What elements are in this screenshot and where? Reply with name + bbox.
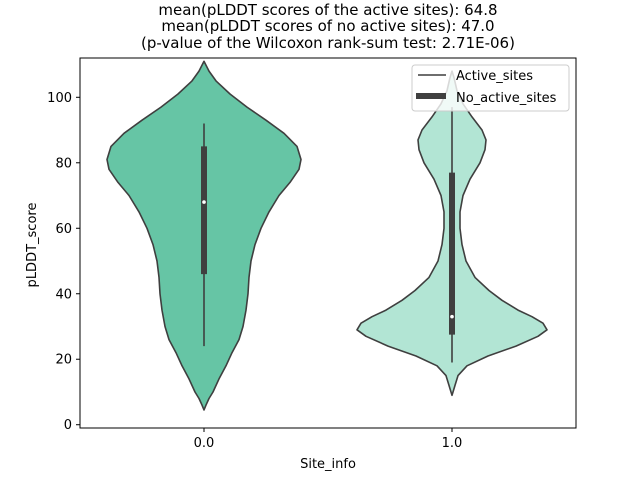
y-axis-label: pLDDT_score: [25, 203, 40, 288]
median-marker-active-sites: [202, 200, 206, 204]
x-axis-label: Site_info: [300, 457, 356, 472]
legend-frame: [411, 64, 570, 112]
axes-layer: 0 20 40 60 80 100 0.0 1.0: [47, 57, 577, 451]
x-tick-label: 0.0: [194, 436, 215, 451]
x-tick-label: 1.0: [442, 436, 463, 451]
median-marker-no-active-sites: [450, 314, 454, 319]
title-line-2: mean(pLDDT scores of no active sites): 4…: [161, 17, 494, 35]
title-line-3: (p-value of the Wilcoxon rank-sum test: …: [141, 34, 515, 52]
legend: Active_sites No_active_sites: [411, 64, 570, 112]
plot-frame: [79, 57, 577, 429]
title-line-1: mean(pLDDT scores of the active sites): …: [158, 1, 497, 19]
y-tick-label: 0: [64, 418, 72, 433]
y-tick-label: 80: [55, 156, 72, 171]
legend-label-no-active-sites: No_active_sites: [456, 91, 557, 106]
y-tick-label: 20: [55, 353, 72, 368]
y-tick-label: 60: [55, 222, 72, 237]
y-tick-label: 100: [47, 91, 72, 106]
legend-label-active-sites: Active_sites: [456, 69, 533, 84]
violins-layer: [106, 60, 548, 411]
y-tick-label: 40: [55, 287, 72, 302]
